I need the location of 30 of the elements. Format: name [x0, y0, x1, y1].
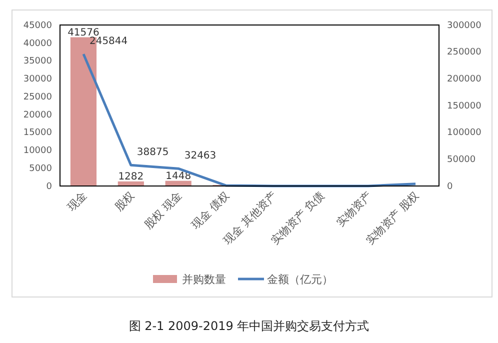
x-tick-label: 股权: [112, 188, 138, 214]
y-tick-label: 10000: [23, 146, 52, 156]
y-tick-label: 45000: [23, 20, 52, 31]
y2-tick-label: 300000: [447, 20, 482, 31]
y2-tick-label: 200000: [447, 74, 482, 85]
x-tick-label: 实物资产: [334, 188, 374, 230]
y2-tick-label: 250000: [447, 48, 482, 58]
y-tick-label: 25000: [23, 92, 52, 102]
y2-tick-label: 150000: [447, 101, 482, 112]
x-tick-label: 股权 现金: [142, 188, 184, 232]
data-label: 1282: [118, 171, 144, 182]
data-label: 38875: [136, 147, 169, 158]
x-tick-label: 现金: [64, 188, 90, 214]
text: 图 2-1 2009-2019 年中国并购交易支付方式: [128, 319, 370, 333]
y-tick-label: 0: [46, 182, 52, 192]
y2-tick-label: 100000: [447, 128, 482, 138]
y-tick-label: 40000: [23, 38, 52, 49]
y-tick-label: 35000: [23, 56, 52, 67]
y-tick-label: 5000: [29, 164, 52, 174]
data-label: 32463: [184, 150, 216, 162]
y-tick-label: 15000: [23, 128, 52, 138]
data-label: 245844: [89, 36, 128, 48]
y2-tick-label: 0: [447, 182, 453, 192]
y-tick-label: 20000: [23, 110, 52, 120]
legend-label: 并购数量: [182, 273, 226, 286]
legend-label: 金额（亿元）: [267, 273, 333, 286]
y-tick-label: 30000: [23, 74, 52, 85]
x-tick-label: 现金 债权: [189, 188, 232, 232]
y2-tick-label: 50000: [447, 155, 476, 166]
line-series: [82, 52, 417, 188]
